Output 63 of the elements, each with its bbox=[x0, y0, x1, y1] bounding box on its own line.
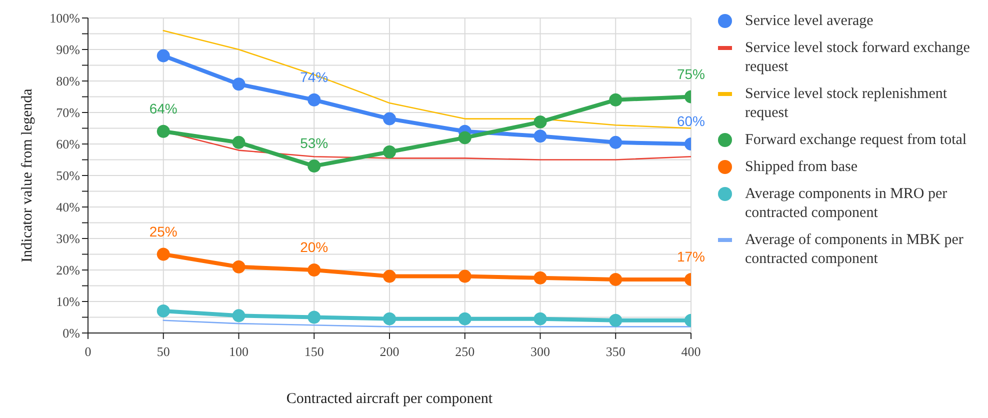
point bbox=[156, 49, 170, 62]
point bbox=[534, 312, 547, 326]
x-axis-title: Contracted aircraft per component bbox=[286, 391, 494, 407]
point bbox=[383, 112, 396, 126]
y-tick-label: 90% bbox=[56, 42, 80, 58]
point bbox=[156, 304, 170, 318]
data-label: 20% bbox=[300, 239, 328, 255]
point bbox=[458, 270, 472, 283]
point bbox=[383, 270, 396, 283]
point bbox=[308, 160, 321, 173]
data-label: 25% bbox=[149, 223, 178, 240]
x-tick-label: 250 bbox=[455, 344, 475, 360]
y-tick-label: 80% bbox=[56, 74, 80, 89]
point bbox=[534, 115, 547, 128]
point bbox=[609, 272, 622, 286]
legend-label: Average components in MRO per contracted component bbox=[745, 185, 948, 223]
y-axis-title: Indicator value from legenda bbox=[19, 88, 36, 262]
y-tick-label: 0% bbox=[62, 326, 80, 341]
point bbox=[458, 312, 472, 326]
point bbox=[308, 310, 321, 324]
point bbox=[308, 93, 321, 106]
legend-label: Service level stock replenishment request bbox=[745, 85, 948, 123]
y-tick-label: 20% bbox=[56, 262, 80, 278]
x-tick-label: 200 bbox=[380, 344, 400, 360]
point bbox=[232, 136, 246, 149]
point bbox=[232, 260, 246, 274]
point bbox=[609, 93, 622, 106]
point bbox=[156, 124, 170, 138]
data-label: 53% bbox=[300, 135, 328, 152]
point bbox=[156, 248, 170, 261]
legend-label: Shipped from base bbox=[745, 158, 858, 177]
x-tick-label: 0 bbox=[84, 344, 92, 360]
point bbox=[232, 309, 246, 322]
x-tick-label: 350 bbox=[606, 344, 626, 360]
legend-label: Service level stock forward exchange request bbox=[745, 39, 971, 77]
x-tick-label: 400 bbox=[681, 344, 701, 360]
x-tick-label: 100 bbox=[229, 344, 248, 360]
y-tick-label: 100% bbox=[50, 10, 80, 26]
point bbox=[308, 264, 321, 276]
data-label: 60% bbox=[676, 113, 706, 129]
y-tick-label: 40% bbox=[56, 200, 80, 215]
point bbox=[383, 145, 396, 158]
y-tick-label: 60% bbox=[56, 136, 80, 152]
point bbox=[609, 136, 622, 149]
x-tick-label: 50 bbox=[156, 344, 170, 360]
y-tick-label: 10% bbox=[56, 294, 80, 310]
point bbox=[383, 312, 396, 326]
y-tick-label: 50% bbox=[56, 168, 80, 184]
x-tick-label: 300 bbox=[530, 344, 550, 360]
point bbox=[534, 271, 547, 284]
y-tick-label: 70% bbox=[56, 105, 80, 120]
data-label: 17% bbox=[676, 248, 706, 264]
point bbox=[534, 130, 547, 143]
point bbox=[232, 78, 246, 91]
legend-label: Service level average bbox=[745, 12, 874, 31]
x-tick-label: 150 bbox=[304, 344, 324, 360]
legend-label: Average of components in MBK per contracted component bbox=[745, 231, 964, 269]
legend-label: Forward exchange request from total bbox=[745, 131, 967, 150]
y-tick-label: 30% bbox=[56, 231, 80, 246]
data-label: 75% bbox=[676, 66, 706, 82]
point bbox=[458, 131, 472, 144]
data-label: 64% bbox=[149, 100, 178, 116]
point bbox=[609, 314, 622, 327]
